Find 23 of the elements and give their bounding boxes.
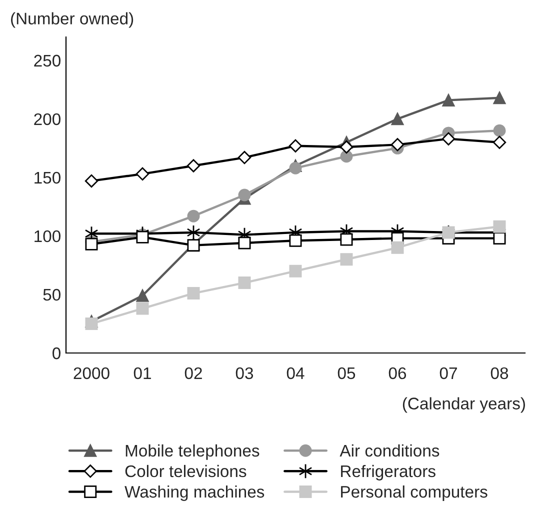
y-tick-label: 250 <box>34 54 60 67</box>
y-axis-title: (Number owned) <box>11 12 134 28</box>
x-tick-label: 07 <box>440 367 457 380</box>
legend-label: Washing machines <box>124 485 264 501</box>
legend-label: Refrigerators <box>341 464 436 480</box>
legend-label: Mobile telephones <box>126 444 260 460</box>
legend-label: Air conditions <box>340 444 440 457</box>
x-tick-label: 04 <box>286 367 304 380</box>
x-tick-label: 02 <box>184 367 202 380</box>
y-tick-label: 200 <box>34 113 60 126</box>
x-tick-label: 05 <box>338 367 356 380</box>
y-tick-label: 0 <box>52 347 60 360</box>
x-tick-label: 08 <box>490 367 508 380</box>
y-tick-label: 150 <box>34 172 60 184</box>
legend-label: Color televisions <box>125 464 246 478</box>
x-tick-label: 2000 <box>74 367 110 380</box>
x-tick-label: 01 <box>134 367 151 380</box>
y-tick-label: 50 <box>43 288 60 301</box>
legend-label: Personal computers <box>341 485 488 501</box>
x-tick-label: 03 <box>236 367 254 380</box>
x-tick-label: 06 <box>388 367 406 380</box>
y-tick-label: 100 <box>34 230 60 242</box>
x-axis-title: (Calendar years) <box>402 397 525 413</box>
